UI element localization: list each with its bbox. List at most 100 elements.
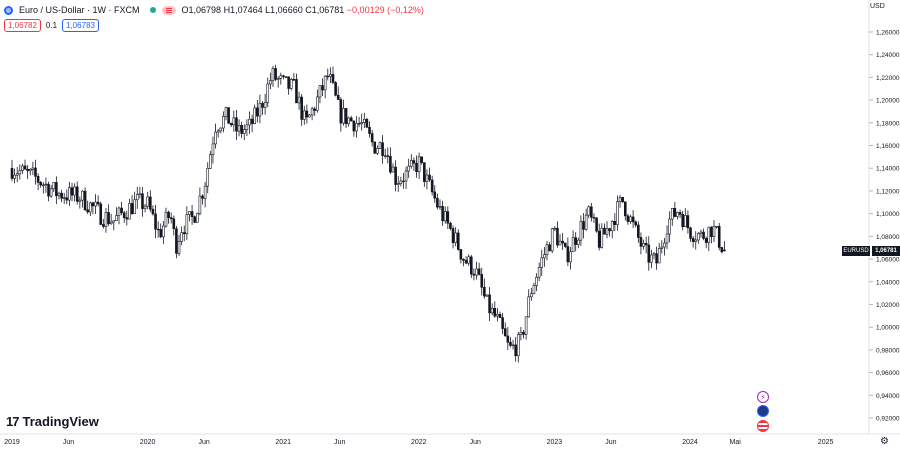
candle-body-down (597, 230, 601, 248)
candle-body-up (117, 207, 121, 216)
candle (558, 234, 562, 246)
candle-body-down (352, 120, 356, 132)
tradingview-watermark[interactable]: 17 TradingView (6, 414, 99, 429)
currency-selector[interactable]: USD (870, 3, 885, 10)
sell-button[interactable]: 1,06782 (4, 19, 41, 32)
candle (83, 187, 87, 212)
candle-body-up (407, 165, 410, 172)
candle (584, 208, 588, 231)
candle-body-down (503, 328, 507, 337)
candle-body-up (146, 196, 150, 207)
candle (49, 184, 53, 198)
candle-body-down (250, 118, 254, 124)
change-value: −0,00129 (−0,12%) (346, 5, 424, 15)
spread-value: 0.1 (45, 21, 58, 30)
candle (456, 229, 460, 251)
candle-body-up (271, 68, 275, 81)
candle (242, 124, 246, 141)
candle (694, 231, 698, 250)
candle-body-up (657, 248, 661, 264)
candle (219, 127, 223, 134)
candle (621, 197, 624, 203)
candle-body-up (88, 202, 92, 213)
price-axis[interactable]: 1,26000 1,24000 1,22000 1,20000 1,18000 1,160… (869, 30, 900, 423)
candle-body-down (561, 240, 564, 244)
candle-body-up (519, 331, 523, 335)
candle-body-up (211, 143, 215, 155)
trade-panel: 1,06782 0.1 1,06783 (4, 19, 99, 32)
candle-body-down (305, 110, 309, 118)
candle-body-up (540, 257, 544, 268)
candle (399, 176, 403, 187)
candle (331, 66, 335, 85)
candle (182, 225, 186, 242)
candle (321, 78, 324, 96)
candle-body-down (339, 99, 343, 124)
candle-body-down (394, 166, 397, 185)
time-tick-label: Jun (605, 439, 616, 446)
candle (18, 164, 22, 180)
candle-body-up (642, 242, 645, 247)
candle-body-down (65, 197, 69, 201)
eu-event-icon[interactable] (757, 405, 769, 417)
candle (717, 223, 721, 251)
us-event-icon[interactable] (757, 420, 769, 432)
candle (86, 200, 89, 214)
price-tick-label: 1,10000 (876, 211, 900, 218)
symbol-title[interactable]: Euro / US-Dollar · 1W · FXCM (19, 5, 140, 15)
time-tick-label: 2020 (140, 439, 156, 446)
lightning-event-icon[interactable]: ⚡ (757, 391, 769, 403)
candle-body-up (269, 80, 272, 85)
candle (470, 254, 473, 279)
candle (443, 206, 447, 224)
candle-body-down (717, 226, 721, 248)
candle (566, 237, 570, 267)
candle (720, 247, 724, 254)
candle (514, 337, 517, 362)
candle (433, 185, 437, 203)
candle-body-down (34, 167, 37, 177)
candle (39, 181, 43, 188)
candle (678, 209, 682, 218)
candle (587, 205, 591, 219)
candle (261, 101, 264, 115)
buy-button[interactable]: 1,06783 (62, 19, 99, 32)
candle (104, 207, 108, 233)
candle (167, 210, 170, 224)
candle (417, 152, 421, 179)
candle (553, 226, 557, 232)
time-axis[interactable]: 2019 Jun 2020 Jun 2021 Jun 2022 Jun 2023 Jun 2024 M… (4, 439, 833, 446)
price-tick-label: 1,22000 (876, 75, 900, 82)
candle-body-down (563, 242, 567, 247)
candle (519, 327, 523, 341)
candle (209, 150, 212, 169)
candle-body-down (287, 76, 290, 89)
candle-body-down (159, 229, 163, 238)
candle-body-down (493, 308, 497, 317)
candle-body-up (42, 184, 45, 187)
candle-body-up (629, 216, 632, 222)
candle-body-down (96, 201, 100, 205)
candle-body-down (423, 162, 426, 182)
candle (477, 262, 481, 276)
candle (574, 232, 577, 252)
candle-body-down (344, 108, 348, 125)
candle (201, 194, 204, 205)
candle (637, 221, 640, 243)
candle-body-up (363, 118, 366, 123)
candle (109, 213, 113, 225)
candle-body-up (699, 231, 703, 234)
candle-body-down (23, 165, 27, 170)
price-tick-label: 1,04000 (876, 279, 900, 286)
candle (626, 213, 630, 225)
candle (227, 107, 230, 124)
candle (613, 213, 617, 232)
gear-icon[interactable]: ⚙ (880, 436, 889, 447)
candle (516, 331, 520, 363)
candle-body-up (665, 233, 669, 244)
candle (352, 120, 356, 137)
candle (188, 211, 191, 222)
candle-body-down (91, 202, 95, 207)
candle (483, 278, 486, 299)
